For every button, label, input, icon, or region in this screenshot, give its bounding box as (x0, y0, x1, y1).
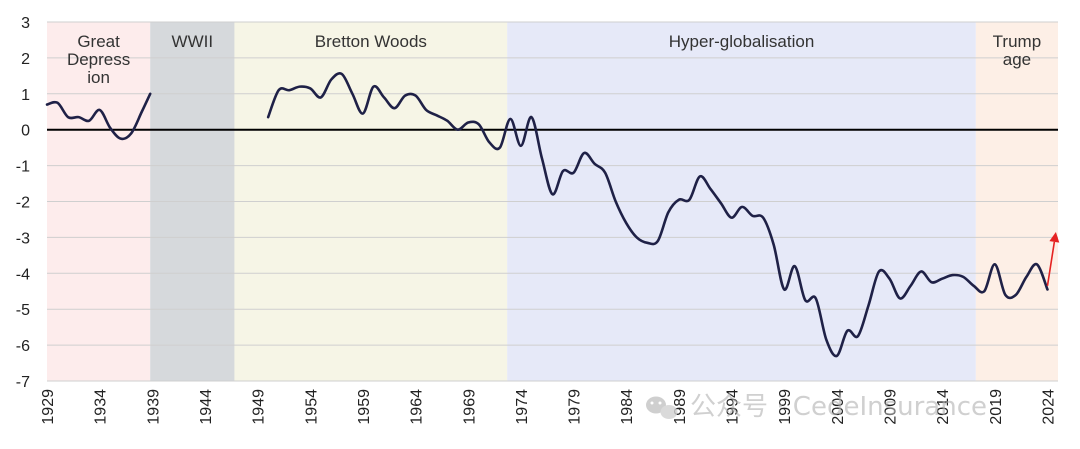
x-tick-3: 1944 (198, 389, 215, 425)
y-tick-3: 0 (21, 123, 30, 140)
x-tick-0: 1929 (40, 389, 57, 425)
gridlines (47, 21, 1058, 382)
x-tick-10: 1979 (567, 389, 584, 425)
y-tick-1: 2 (21, 51, 30, 68)
era-label-0-0: Great (77, 32, 120, 51)
x-tick-11: 1984 (619, 389, 636, 425)
x-tick-18: 2019 (988, 389, 1005, 425)
x-tick-1: 1934 (93, 389, 110, 425)
y-tick-10: -7 (16, 374, 30, 391)
era-label-1-0: WWII (172, 32, 214, 51)
series-line-0-1 (266, 72, 1049, 358)
x-tick-8: 1969 (461, 389, 478, 425)
era-label-3-0: Hyper-globalisation (669, 32, 815, 51)
x-tick-7: 1964 (409, 389, 426, 425)
y-tick-9: -6 (16, 338, 30, 355)
arrow-head (1049, 232, 1060, 243)
arrow-shaft (1046, 241, 1056, 286)
watermark-text: 公众号 · CedeInsurance (690, 392, 987, 422)
series-line-0-0 (45, 92, 152, 141)
y-tick-8: -5 (16, 302, 30, 319)
y-tick-5: -2 (16, 195, 30, 212)
x-tick-19: 2024 (1040, 389, 1057, 425)
x-tick-14: 1999 (777, 389, 794, 425)
y-tick-0: 3 (21, 15, 30, 32)
series (45, 72, 1049, 358)
y-tick-4: -1 (16, 159, 30, 176)
wechat-icon (646, 396, 678, 419)
x-tick-9: 1974 (514, 389, 531, 425)
x-tick-16: 2009 (883, 389, 900, 425)
x-axis: 1929 1934 1939 1944 1949 1954 1959 1964 1969 1974… (40, 389, 1057, 425)
y-tick-2: 1 (21, 87, 30, 104)
x-tick-6: 1959 (356, 389, 373, 425)
y-tick-6: -3 (16, 230, 30, 247)
y-axis: 3 2 1 0 -1 -2 -3 -4 -5 -6 -7 (16, 15, 30, 391)
era-label-0-1: Depress (67, 50, 130, 69)
x-tick-17: 2014 (935, 389, 952, 425)
x-tick-13: 1994 (725, 389, 742, 425)
watermark: 公众号 · CedeInsurance (646, 392, 987, 422)
era-label-4-0: Trump (993, 32, 1042, 51)
x-tick-4: 1949 (251, 389, 268, 425)
x-tick-5: 1954 (303, 389, 320, 425)
y-tick-7: -4 (16, 266, 30, 283)
era-label-4-1: age (1003, 50, 1031, 69)
trend-arrow (1046, 232, 1060, 286)
x-tick-2: 1939 (145, 389, 162, 425)
era-label-0-2: ion (87, 68, 110, 87)
x-tick-15: 2004 (830, 389, 847, 425)
era-label-2-0: Bretton Woods (315, 32, 427, 51)
